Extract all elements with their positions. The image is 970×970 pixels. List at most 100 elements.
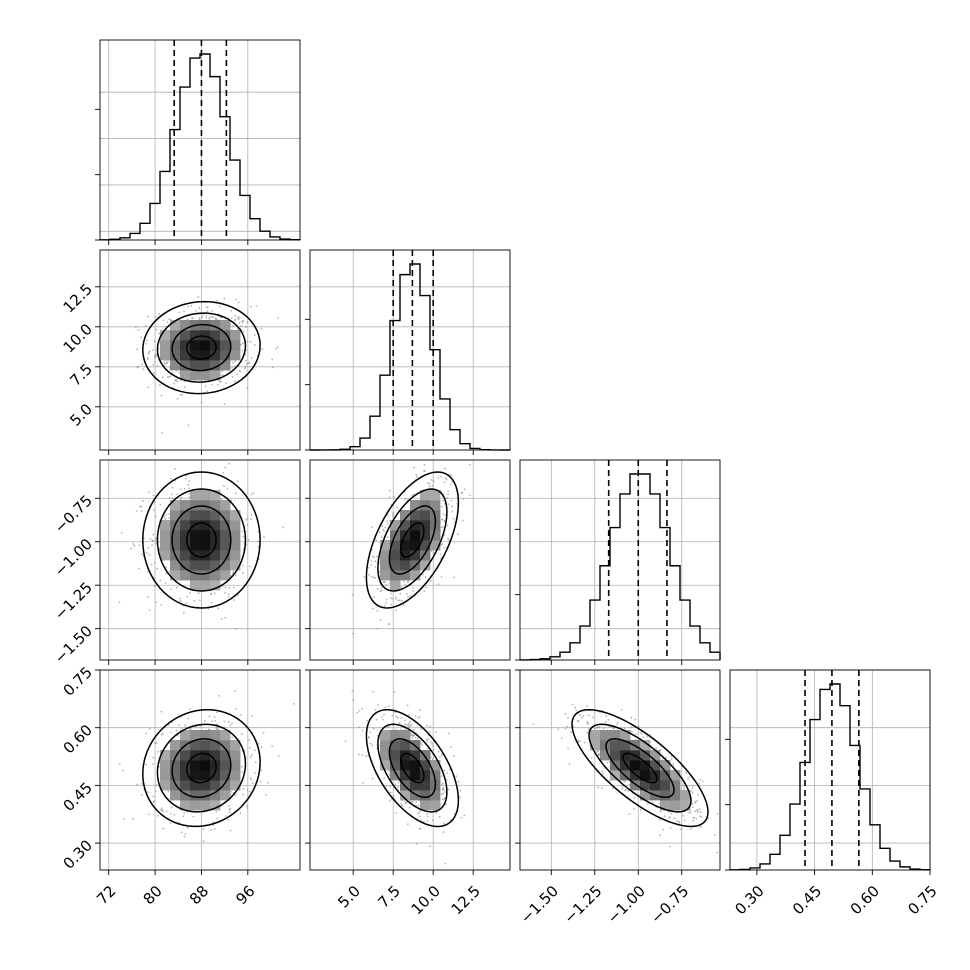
density-cell: [190, 760, 201, 771]
density-cell: [230, 520, 241, 531]
sample-point: [689, 812, 692, 814]
sample-point: [169, 812, 172, 815]
sample-point: [409, 720, 412, 723]
sample-point: [620, 709, 623, 711]
sample-point: [154, 352, 157, 355]
sample-point: [435, 731, 437, 733]
sample-point: [121, 769, 124, 772]
sample-point: [419, 827, 422, 830]
density-cell: [170, 340, 181, 351]
sample-point: [159, 579, 162, 582]
sample-point: [371, 555, 374, 558]
sample-point: [557, 728, 560, 730]
sample-point: [441, 783, 444, 786]
sample-point: [570, 731, 573, 734]
x-tick-label: 96: [232, 882, 258, 908]
sample-point: [587, 722, 590, 724]
density-cell: [210, 490, 221, 501]
density-cell: [410, 500, 421, 511]
density-cell: [610, 750, 621, 761]
sample-point: [231, 376, 234, 378]
sample-point: [134, 326, 137, 329]
sample-point: [602, 727, 605, 730]
sample-point: [187, 483, 190, 486]
sample-point: [163, 516, 166, 518]
sample-point: [246, 789, 249, 791]
sample-point: [567, 747, 570, 750]
sample-point: [571, 703, 574, 706]
sample-point: [165, 566, 167, 569]
sample-point: [432, 745, 435, 747]
sample-point: [451, 480, 454, 483]
density-cell: [220, 520, 231, 531]
sample-point: [447, 503, 450, 506]
density-cell: [180, 750, 191, 761]
sample-point: [678, 820, 680, 823]
sample-point: [148, 553, 151, 556]
x-tick-label: 10.0: [408, 882, 444, 918]
density-cell: [170, 540, 181, 551]
sample-point: [690, 828, 692, 831]
sample-point: [132, 817, 134, 820]
sample-point: [247, 539, 250, 542]
sample-point: [246, 517, 249, 520]
sample-point: [271, 366, 274, 369]
sample-point: [163, 361, 166, 364]
sample-point: [182, 815, 185, 818]
sample-point: [177, 724, 180, 727]
density-cell: [180, 550, 191, 561]
sample-point: [188, 487, 190, 490]
density-cell: [180, 330, 191, 341]
sample-point: [160, 604, 163, 606]
sample-point: [680, 828, 682, 830]
density-cell: [670, 770, 681, 781]
sample-point: [162, 827, 165, 830]
sample-point: [224, 466, 227, 469]
density-cell: [220, 500, 231, 511]
density-cell: [390, 540, 401, 551]
sample-point: [593, 727, 596, 730]
sample-point: [153, 501, 156, 504]
sample-point: [404, 728, 407, 731]
sample-point: [220, 374, 223, 376]
sample-point: [383, 604, 386, 607]
sample-point: [418, 811, 421, 813]
sample-point: [260, 327, 263, 330]
sample-point: [597, 754, 600, 757]
sample-point: [421, 573, 424, 576]
sample-point: [651, 801, 654, 804]
sample-point: [204, 720, 206, 722]
sample-point: [193, 600, 196, 602]
sample-point: [699, 811, 702, 813]
sample-point: [189, 591, 192, 594]
scatter-panel-3-2: −1.50−1.25−1.00−0.75: [515, 669, 721, 927]
sample-point: [430, 579, 433, 582]
sample-point: [229, 829, 232, 832]
sample-point: [257, 540, 260, 543]
density-cell: [390, 750, 401, 761]
density-cell: [160, 780, 171, 791]
sample-point: [246, 363, 249, 365]
sample-point: [181, 727, 184, 730]
sample-point: [388, 705, 390, 707]
sample-point: [642, 736, 645, 739]
density-cell: [170, 770, 181, 781]
sample-point: [152, 533, 155, 536]
sample-point: [640, 733, 643, 735]
sample-point: [231, 361, 234, 364]
sample-point: [237, 317, 240, 320]
density-cell: [390, 520, 401, 531]
sample-point: [168, 497, 171, 499]
density-cell: [620, 730, 631, 741]
sample-point: [406, 704, 409, 707]
sample-point: [564, 713, 567, 715]
sample-point: [395, 596, 397, 599]
sample-point: [443, 481, 446, 484]
sample-point: [225, 382, 228, 385]
sample-point: [673, 817, 676, 820]
density-cell: [190, 800, 201, 811]
sample-point: [188, 728, 191, 731]
sample-point: [161, 432, 163, 434]
sample-point: [240, 733, 243, 735]
